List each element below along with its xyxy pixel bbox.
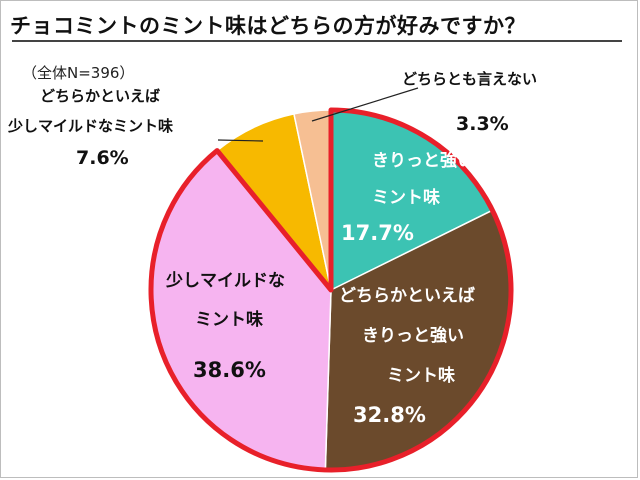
slice-5-percent: 3.3%: [456, 113, 509, 135]
chart-title: チョコミントのミント味はどちらの方が好みですか？: [10, 14, 526, 38]
leader-lines: [217, 87, 419, 142]
slice-1-label-line: きりっと強い: [372, 150, 474, 171]
highlight-outline: [148, 107, 514, 473]
slice-5-label-line: どちらとも言えない: [402, 70, 537, 88]
slice-3-label-line: 少しマイルドな: [165, 271, 285, 291]
slice-3-percent: 38.6%: [193, 358, 266, 382]
slice-2-percent: 32.8%: [353, 403, 426, 427]
slice-2-label-line: きりっと強い: [362, 325, 464, 346]
slice-4-label-line: 少しマイルドなミント味: [7, 117, 173, 135]
title-underline: [12, 40, 622, 42]
slice-3-label-line: ミント味: [195, 309, 263, 330]
slice-2-label-line: ミント味: [387, 365, 455, 386]
slice-5-leader-line: [311, 87, 419, 122]
slice-4-leader-line: [217, 139, 264, 142]
slice-1-percent: 17.7%: [341, 221, 414, 245]
slice-4-label-line: どちらかといえば: [40, 87, 160, 105]
slice-labels: きりっと強いミント味17.7%どちらかといえばきりっと強いミント味32.8%少し…: [7, 70, 537, 427]
sample-size-note: （全体N=396）: [22, 64, 135, 82]
slice-4-percent: 7.6%: [76, 147, 129, 169]
slice-2-label-line: どちらかといえば: [339, 286, 475, 306]
slice-1-label-line: ミント味: [372, 187, 440, 208]
